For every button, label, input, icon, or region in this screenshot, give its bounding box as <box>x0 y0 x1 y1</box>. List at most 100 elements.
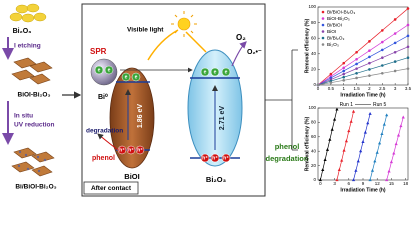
label: O₂•⁻ <box>247 49 262 56</box>
carrier-label: h⁺ <box>223 156 229 162</box>
carrier-label: e <box>108 68 111 74</box>
x-tick-label: 3.5 <box>405 86 412 91</box>
label: BiOI-Bi₂O₃ <box>18 92 51 99</box>
point <box>361 140 365 143</box>
carrier-label: h⁺ <box>212 156 218 162</box>
carrier-dot <box>117 145 127 155</box>
left-panel: Bi₂O₃ I etching BiOI-Bi₂O₃ In situ UV re… <box>2 3 57 191</box>
carrier-dot <box>126 145 136 155</box>
series-line <box>320 109 338 181</box>
point <box>406 23 410 27</box>
legend-label: Bi/Bi₂O₃ <box>327 35 344 41</box>
x-tick-label: 2.5 <box>379 86 386 91</box>
point <box>385 113 389 117</box>
y-tick-label: 60 <box>311 134 317 139</box>
label: I etching <box>14 43 41 50</box>
series-line <box>336 111 354 181</box>
point <box>394 142 398 146</box>
label: 1.86 eV <box>137 104 144 128</box>
electron: e <box>200 67 210 77</box>
bioi-particle <box>109 67 155 169</box>
y-axis-title: Removal efficiency (%) <box>304 116 310 171</box>
x-tick-label: 0.5 <box>328 86 335 91</box>
point <box>368 74 371 77</box>
point <box>356 159 360 163</box>
point <box>355 50 358 54</box>
graphical-abstract: Bi₂O₃ I etching BiOI-Bi₂O₃ In situ UV re… <box>2 3 412 197</box>
carrier-dot <box>210 67 220 77</box>
point <box>406 67 410 70</box>
point <box>370 168 375 172</box>
label: Visible light <box>127 27 164 34</box>
y-tick-label: 0 <box>313 177 316 182</box>
point <box>351 178 356 182</box>
point <box>387 169 391 173</box>
point <box>380 56 384 59</box>
point <box>393 18 397 21</box>
point <box>380 29 384 32</box>
point <box>368 49 371 52</box>
bi-dots <box>17 150 47 173</box>
y-tick-label: 100 <box>308 4 316 9</box>
point <box>373 159 377 163</box>
x-tick-label: 1.5 <box>353 86 360 91</box>
carrier-label: e <box>135 75 138 81</box>
point <box>392 151 396 155</box>
label: phenol <box>275 142 300 151</box>
label: Bi₂O₃ <box>13 28 32 35</box>
legend-label: BiOI-Bi₂O₃ <box>327 16 350 22</box>
series-line <box>353 113 371 181</box>
x-tick-label: 2 <box>368 86 371 91</box>
y-tick-label: 100 <box>308 105 316 110</box>
carrier-dot <box>121 72 131 82</box>
series-line <box>317 57 409 86</box>
y-tick-label: 80 <box>311 120 317 125</box>
point <box>380 132 384 136</box>
carrier-label: e <box>225 70 228 76</box>
point <box>323 158 327 161</box>
point <box>355 67 358 70</box>
point <box>337 168 341 172</box>
legend-label: BiOI <box>327 29 336 35</box>
series-line <box>317 68 409 86</box>
label: O₂ <box>236 33 246 42</box>
point <box>329 72 333 76</box>
x-tick-label: 3 <box>333 181 336 186</box>
carrier-dot <box>221 153 231 163</box>
point <box>363 130 367 134</box>
x-tick-label: 0 <box>319 181 322 186</box>
hole: h⁺ <box>135 145 145 155</box>
y-axis-title: Removal efficiency (%) <box>304 18 310 73</box>
carrier-label: h⁺ <box>202 156 208 162</box>
arrow <box>97 133 119 151</box>
y-tick-label: 20 <box>311 67 317 72</box>
light-ray <box>147 29 207 61</box>
legend-label: Run 5 <box>373 102 387 108</box>
page: {"left_panel":{"start":"Bi₂O₃","step1":"… <box>2 3 412 197</box>
label: In situ <box>14 113 33 120</box>
point <box>316 83 320 87</box>
point <box>321 168 325 172</box>
point <box>342 75 346 79</box>
chart: 0 20 40 60 80 100 0 3 6 9 12 15 18 Irradiation Time (… <box>304 102 408 194</box>
carrier-dot <box>135 145 145 155</box>
point <box>347 129 351 133</box>
label: After contact <box>91 185 132 192</box>
x-tick-label: 9 <box>362 181 365 186</box>
point <box>342 69 346 73</box>
point <box>355 57 358 61</box>
hole: h⁺ <box>126 145 136 155</box>
point <box>342 72 346 76</box>
point <box>389 160 394 164</box>
carrier-dot <box>131 72 141 82</box>
hole: h⁺ <box>221 153 231 163</box>
plot-frame <box>317 107 409 181</box>
point <box>382 122 386 126</box>
legend-label: Bi/BiOI <box>327 22 342 28</box>
y-tick-label: 80 <box>311 20 317 25</box>
y-tick-label: 0 <box>313 82 316 87</box>
series-line <box>317 35 409 86</box>
carrier-dot <box>221 67 231 77</box>
point <box>329 81 333 84</box>
point <box>342 79 346 82</box>
